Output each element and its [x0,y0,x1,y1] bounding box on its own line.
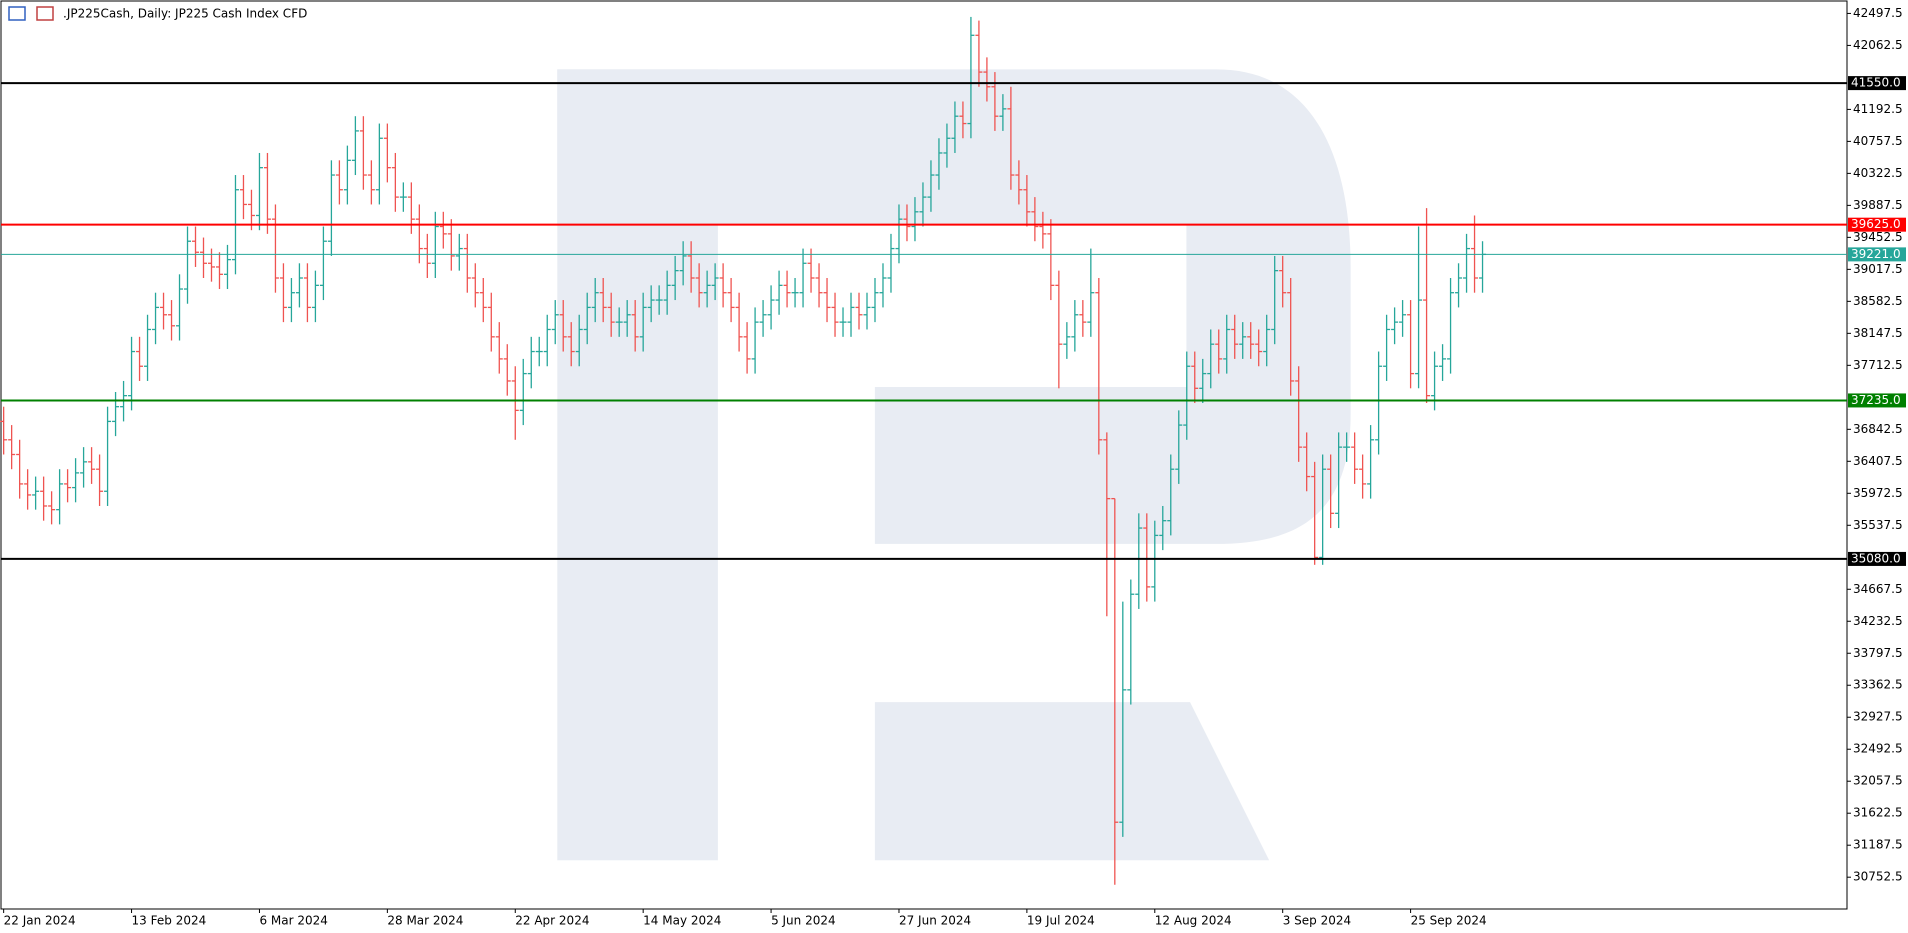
x-tick-label: 5 Jun 2024 [771,914,836,928]
x-tick-label: 6 Mar 2024 [259,914,327,928]
level-tag [1848,393,1906,408]
x-tick-label: 25 Sep 2024 [1411,914,1487,928]
x-tick-label: 3 Sep 2024 [1283,914,1351,928]
y-tick-label: 30752.5 [1853,870,1903,884]
y-tick-label: 34667.5 [1853,582,1903,596]
level-tag [1848,217,1906,232]
y-tick-label: 35972.5 [1853,486,1903,500]
y-tick-label: 39452.5 [1853,230,1903,244]
level-label: 41550.0 [1851,76,1901,90]
y-tick-label: 33362.5 [1853,678,1903,692]
y-tick-label: 42062.5 [1853,38,1903,52]
plot-frame [0,0,1848,910]
x-tick-label: 22 Apr 2024 [515,914,589,928]
x-tick-label: 14 May 2024 [643,914,721,928]
x-tick-label: 19 Jul 2024 [1027,914,1095,928]
y-tick-label: 31622.5 [1853,806,1903,820]
x-tick-label: 28 Mar 2024 [387,914,463,928]
y-tick-label: 40322.5 [1853,166,1903,180]
y-tick-label: 34232.5 [1853,614,1903,628]
y-tick-label: 32927.5 [1853,710,1903,724]
y-tick-label: 38147.5 [1853,326,1903,340]
x-tick-label: 12 Aug 2024 [1155,914,1232,928]
level-label: 37235.0 [1851,393,1901,407]
y-tick-label: 39887.5 [1853,198,1903,212]
y-tick-label: 41192.5 [1853,102,1903,116]
level-label: 35080.0 [1851,551,1901,565]
x-tick-label: 27 Jun 2024 [899,914,971,928]
y-tick-label: 36407.5 [1853,454,1903,468]
x-tick-label: 22 Jan 2024 [4,914,76,928]
y-tick-label: 42497.5 [1853,6,1903,20]
y-tick-label: 38582.5 [1853,294,1903,308]
y-tick-label: 31187.5 [1853,838,1903,852]
y-tick-label: 36842.5 [1853,422,1903,436]
level-tag [1848,247,1906,262]
x-tick-label: 13 Feb 2024 [132,914,207,928]
level-tag [1848,551,1906,566]
level-label: 39625.0 [1851,217,1901,231]
y-tick-label: 32057.5 [1853,774,1903,788]
level-tag [1848,76,1906,91]
watermark [557,69,1351,861]
y-tick-label: 37712.5 [1853,358,1903,372]
header-icons [8,6,54,21]
y-tick-label: 32492.5 [1853,742,1903,756]
level-label: 39221.0 [1851,247,1901,261]
chart-title: .JP225Cash, Daily: JP225 Cash Index CFD [63,7,307,21]
y-tick-label: 39017.5 [1853,262,1903,276]
y-tick-label: 35537.5 [1853,518,1903,532]
y-tick-label: 40757.5 [1853,134,1903,148]
y-tick-label: 33797.5 [1853,646,1903,660]
